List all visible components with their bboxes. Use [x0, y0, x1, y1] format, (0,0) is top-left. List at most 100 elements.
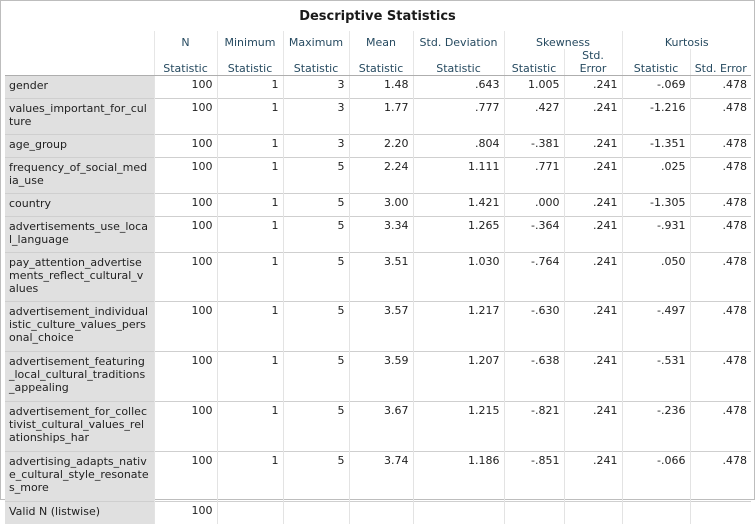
cell-skewness-se: .241: [564, 76, 622, 99]
cell-kurtosis: -1.216: [622, 99, 690, 135]
cell-kurtosis-se: .478: [690, 76, 751, 99]
cell-kurtosis-se: .478: [690, 217, 751, 253]
cell-kurtosis-se: [690, 502, 751, 524]
cell-kurtosis: .050: [622, 253, 690, 302]
cell-kurtosis: -.069: [622, 76, 690, 99]
table-row: values_important_for_culture 100 1 3 1.7…: [5, 99, 751, 135]
cell-kurtosis: -.497: [622, 302, 690, 352]
cell-minimum: 1: [217, 194, 283, 217]
cell-std-deviation: .777: [413, 99, 504, 135]
cell-skewness-se: .241: [564, 158, 622, 194]
cell-maximum: [283, 502, 349, 524]
cell-minimum: [217, 502, 283, 524]
cell-skewness: -.364: [504, 217, 564, 253]
header-skewness: Skewness: [504, 31, 622, 49]
cell-kurtosis: -1.305: [622, 194, 690, 217]
header-minimum: Minimum: [217, 31, 283, 49]
cell-mean: 3.59: [349, 352, 413, 402]
cell-skewness: -.630: [504, 302, 564, 352]
cell-maximum: 5: [283, 302, 349, 352]
cell-mean: 3.00: [349, 194, 413, 217]
cell-skewness-se: .241: [564, 217, 622, 253]
subheader-skewness-std-error: Std. Error: [564, 49, 622, 76]
row-label: advertisement_individualistic_culture_va…: [5, 302, 154, 352]
cell-n: 100: [154, 502, 217, 524]
cell-mean: 3.74: [349, 452, 413, 502]
cell-minimum: 1: [217, 76, 283, 99]
cell-n: 100: [154, 99, 217, 135]
cell-minimum: 1: [217, 99, 283, 135]
row-label: values_important_for_culture: [5, 99, 154, 135]
cell-n: 100: [154, 402, 217, 452]
cell-kurtosis-se: .478: [690, 158, 751, 194]
row-label: gender: [5, 76, 154, 99]
cell-skewness-se: .241: [564, 452, 622, 502]
subheader-mean-statistic: Statistic: [349, 49, 413, 76]
cell-minimum: 1: [217, 352, 283, 402]
row-label: advertisement_for_collectivist_cultural_…: [5, 402, 154, 452]
header-maximum: Maximum: [283, 31, 349, 49]
cell-std-deviation: 1.421: [413, 194, 504, 217]
cell-skewness: -.821: [504, 402, 564, 452]
cell-mean: 3.57: [349, 302, 413, 352]
cell-skewness-se: .241: [564, 135, 622, 158]
cell-kurtosis-se: .478: [690, 402, 751, 452]
table-row: advertising_adapts_native_cultural_style…: [5, 452, 751, 502]
cell-skewness: -.764: [504, 253, 564, 302]
cell-mean: 3.34: [349, 217, 413, 253]
table-row: advertisements_use_local_language 100 1 …: [5, 217, 751, 253]
cell-skewness: -.851: [504, 452, 564, 502]
cell-skewness: .000: [504, 194, 564, 217]
corner-cell: [5, 31, 154, 49]
cell-skewness: -.381: [504, 135, 564, 158]
cell-skewness-se: .241: [564, 402, 622, 452]
cell-maximum: 5: [283, 402, 349, 452]
cell-n: 100: [154, 352, 217, 402]
table-row-valid-n: Valid N (listwise) 100: [5, 502, 751, 524]
cell-n: 100: [154, 302, 217, 352]
table-row: gender 100 1 3 1.48 .643 1.005 .241 -.06…: [5, 76, 751, 99]
descriptive-statistics-table: N Minimum Maximum Mean Std. Deviation Sk…: [5, 31, 751, 524]
cell-kurtosis: -.531: [622, 352, 690, 402]
row-label: Valid N (listwise): [5, 502, 154, 524]
table-row: country 100 1 5 3.00 1.421 .000 .241 -1.…: [5, 194, 751, 217]
header-n: N: [154, 31, 217, 49]
cell-n: 100: [154, 158, 217, 194]
cell-minimum: 1: [217, 302, 283, 352]
cell-std-deviation: .643: [413, 76, 504, 99]
subheader-kurtosis-statistic: Statistic: [622, 49, 690, 76]
cell-mean: 2.20: [349, 135, 413, 158]
cell-n: 100: [154, 135, 217, 158]
header-kurtosis: Kurtosis: [622, 31, 751, 49]
header-mean: Mean: [349, 31, 413, 49]
cell-maximum: 3: [283, 99, 349, 135]
cell-skewness: .427: [504, 99, 564, 135]
cell-skewness: .771: [504, 158, 564, 194]
cell-skewness: 1.005: [504, 76, 564, 99]
cell-mean: [349, 502, 413, 524]
cell-mean: 1.48: [349, 76, 413, 99]
cell-mean: 3.67: [349, 402, 413, 452]
cell-kurtosis: [622, 502, 690, 524]
cell-std-deviation: 1.215: [413, 402, 504, 452]
cell-std-deviation: 1.265: [413, 217, 504, 253]
cell-n: 100: [154, 452, 217, 502]
cell-std-deviation: 1.030: [413, 253, 504, 302]
table-row: advertisement_for_collectivist_cultural_…: [5, 402, 751, 452]
cell-n: 100: [154, 76, 217, 99]
cell-minimum: 1: [217, 253, 283, 302]
table-row: frequency_of_social_media_use 100 1 5 2.…: [5, 158, 751, 194]
cell-skewness-se: .241: [564, 352, 622, 402]
output-frame: Descriptive Statistics N Minimum Maximum…: [0, 0, 755, 500]
subheader-kurtosis-std-error: Std. Error: [690, 49, 751, 76]
cell-minimum: 1: [217, 217, 283, 253]
subheader-maximum-statistic: Statistic: [283, 49, 349, 76]
cell-maximum: 5: [283, 253, 349, 302]
cell-maximum: 5: [283, 158, 349, 194]
row-label: advertisement_featuring_local_cultural_t…: [5, 352, 154, 402]
cell-n: 100: [154, 253, 217, 302]
row-label: frequency_of_social_media_use: [5, 158, 154, 194]
cell-maximum: 5: [283, 452, 349, 502]
cell-skewness-se: .241: [564, 253, 622, 302]
corner-cell-sub: [5, 49, 154, 76]
